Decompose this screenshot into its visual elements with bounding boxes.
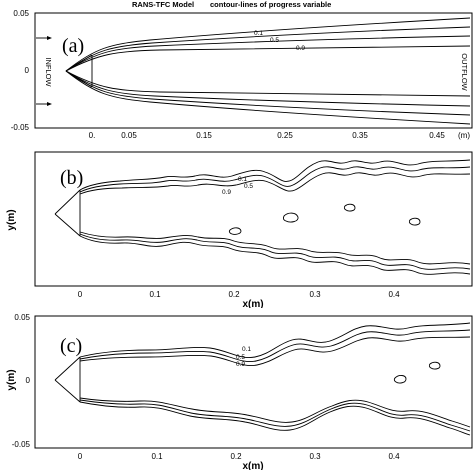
y-tick: -0.05 bbox=[11, 123, 30, 132]
x-tick: 0.15 bbox=[196, 131, 212, 140]
x-tick: 0.4 bbox=[388, 452, 400, 461]
x-tick: 0.05 bbox=[121, 131, 137, 140]
x-tick: 0 bbox=[78, 452, 83, 461]
x-tick: 0. bbox=[89, 131, 96, 140]
panel-c-plot: y(m) 0.05 0 -0.05 0 0.1 0.2 0.3 0.4 x(m)… bbox=[6, 313, 473, 470]
x-tick: 0.25 bbox=[277, 131, 293, 140]
x-axis-label: x(m) bbox=[242, 461, 263, 470]
burner-wedge bbox=[65, 54, 93, 88]
panel-label: (c) bbox=[60, 335, 82, 357]
panel-label: (b) bbox=[60, 167, 83, 189]
y-tick: -0.05 bbox=[12, 440, 31, 449]
inflow-arrow-icon bbox=[36, 102, 52, 106]
x-unit: (m) bbox=[458, 131, 470, 140]
panel-label: (a) bbox=[62, 35, 84, 57]
plot-frame bbox=[34, 315, 473, 449]
inflow-arrow-icon bbox=[36, 36, 52, 40]
burner-wedge bbox=[54, 189, 81, 237]
contour-label: 0.1 bbox=[254, 30, 263, 37]
contour-lines bbox=[79, 159, 471, 275]
contour-label: 0.5 bbox=[236, 354, 245, 361]
y-tick: 0 bbox=[26, 376, 31, 385]
x-tick: 0 bbox=[78, 290, 83, 299]
contour-label: 0.9 bbox=[236, 361, 245, 368]
plot-frame bbox=[34, 12, 473, 129]
x-tick: 0.3 bbox=[309, 452, 321, 461]
x-tick: 0.3 bbox=[309, 290, 321, 299]
x-tick: 0.35 bbox=[352, 131, 368, 140]
x-tick: 0.1 bbox=[149, 290, 161, 299]
outflow-label: OUTFLOW bbox=[460, 53, 469, 91]
x-tick: 0.2 bbox=[228, 290, 240, 299]
contour-label: 0.1 bbox=[238, 176, 247, 183]
contour-label: 0.9 bbox=[222, 189, 231, 196]
panel-b-plot: y(m) 0 0.1 0.2 0.3 0.4 x(m) (b) 0.1 0.5 … bbox=[6, 151, 473, 308]
plot-frame bbox=[34, 151, 473, 287]
inflow-label: INFLOW bbox=[44, 57, 53, 87]
x-tick: 0.45 bbox=[429, 131, 445, 140]
y-tick: 0.05 bbox=[14, 313, 30, 322]
x-tick: 0.4 bbox=[388, 290, 400, 299]
panel-b: y(m) 0 0.1 0.2 0.3 0.4 x(m) (b) 0.1 0.5 … bbox=[0, 150, 474, 308]
x-tick: 0.1 bbox=[151, 452, 163, 461]
y-axis-label: y(m) bbox=[6, 209, 17, 230]
panel-a: RANS-TFC Model contour-lines of progress… bbox=[0, 0, 474, 150]
contour-label: 0.5 bbox=[244, 183, 253, 190]
contour-label: 0.9 bbox=[296, 45, 305, 52]
panel-c: y(m) 0.05 0 -0.05 0 0.1 0.2 0.3 0.4 x(m)… bbox=[0, 308, 474, 470]
panel-a-plot: RANS-TFC Model contour-lines of progress… bbox=[11, 0, 473, 140]
subtitle: contour-lines of progress variable bbox=[210, 0, 331, 9]
x-axis-label: x(m) bbox=[242, 299, 263, 308]
contour-label: 0.5 bbox=[270, 37, 279, 44]
y-axis-label: y(m) bbox=[6, 369, 17, 390]
burner-wedge bbox=[54, 356, 81, 403]
x-tick: 0.2 bbox=[230, 452, 242, 461]
contour-lines bbox=[79, 322, 471, 436]
y-tick: 0.05 bbox=[13, 9, 29, 18]
y-tick: 0 bbox=[25, 66, 30, 75]
contour-lines bbox=[65, 17, 471, 125]
contour-label: 0.1 bbox=[242, 346, 251, 353]
model-title: RANS-TFC Model bbox=[132, 0, 194, 9]
